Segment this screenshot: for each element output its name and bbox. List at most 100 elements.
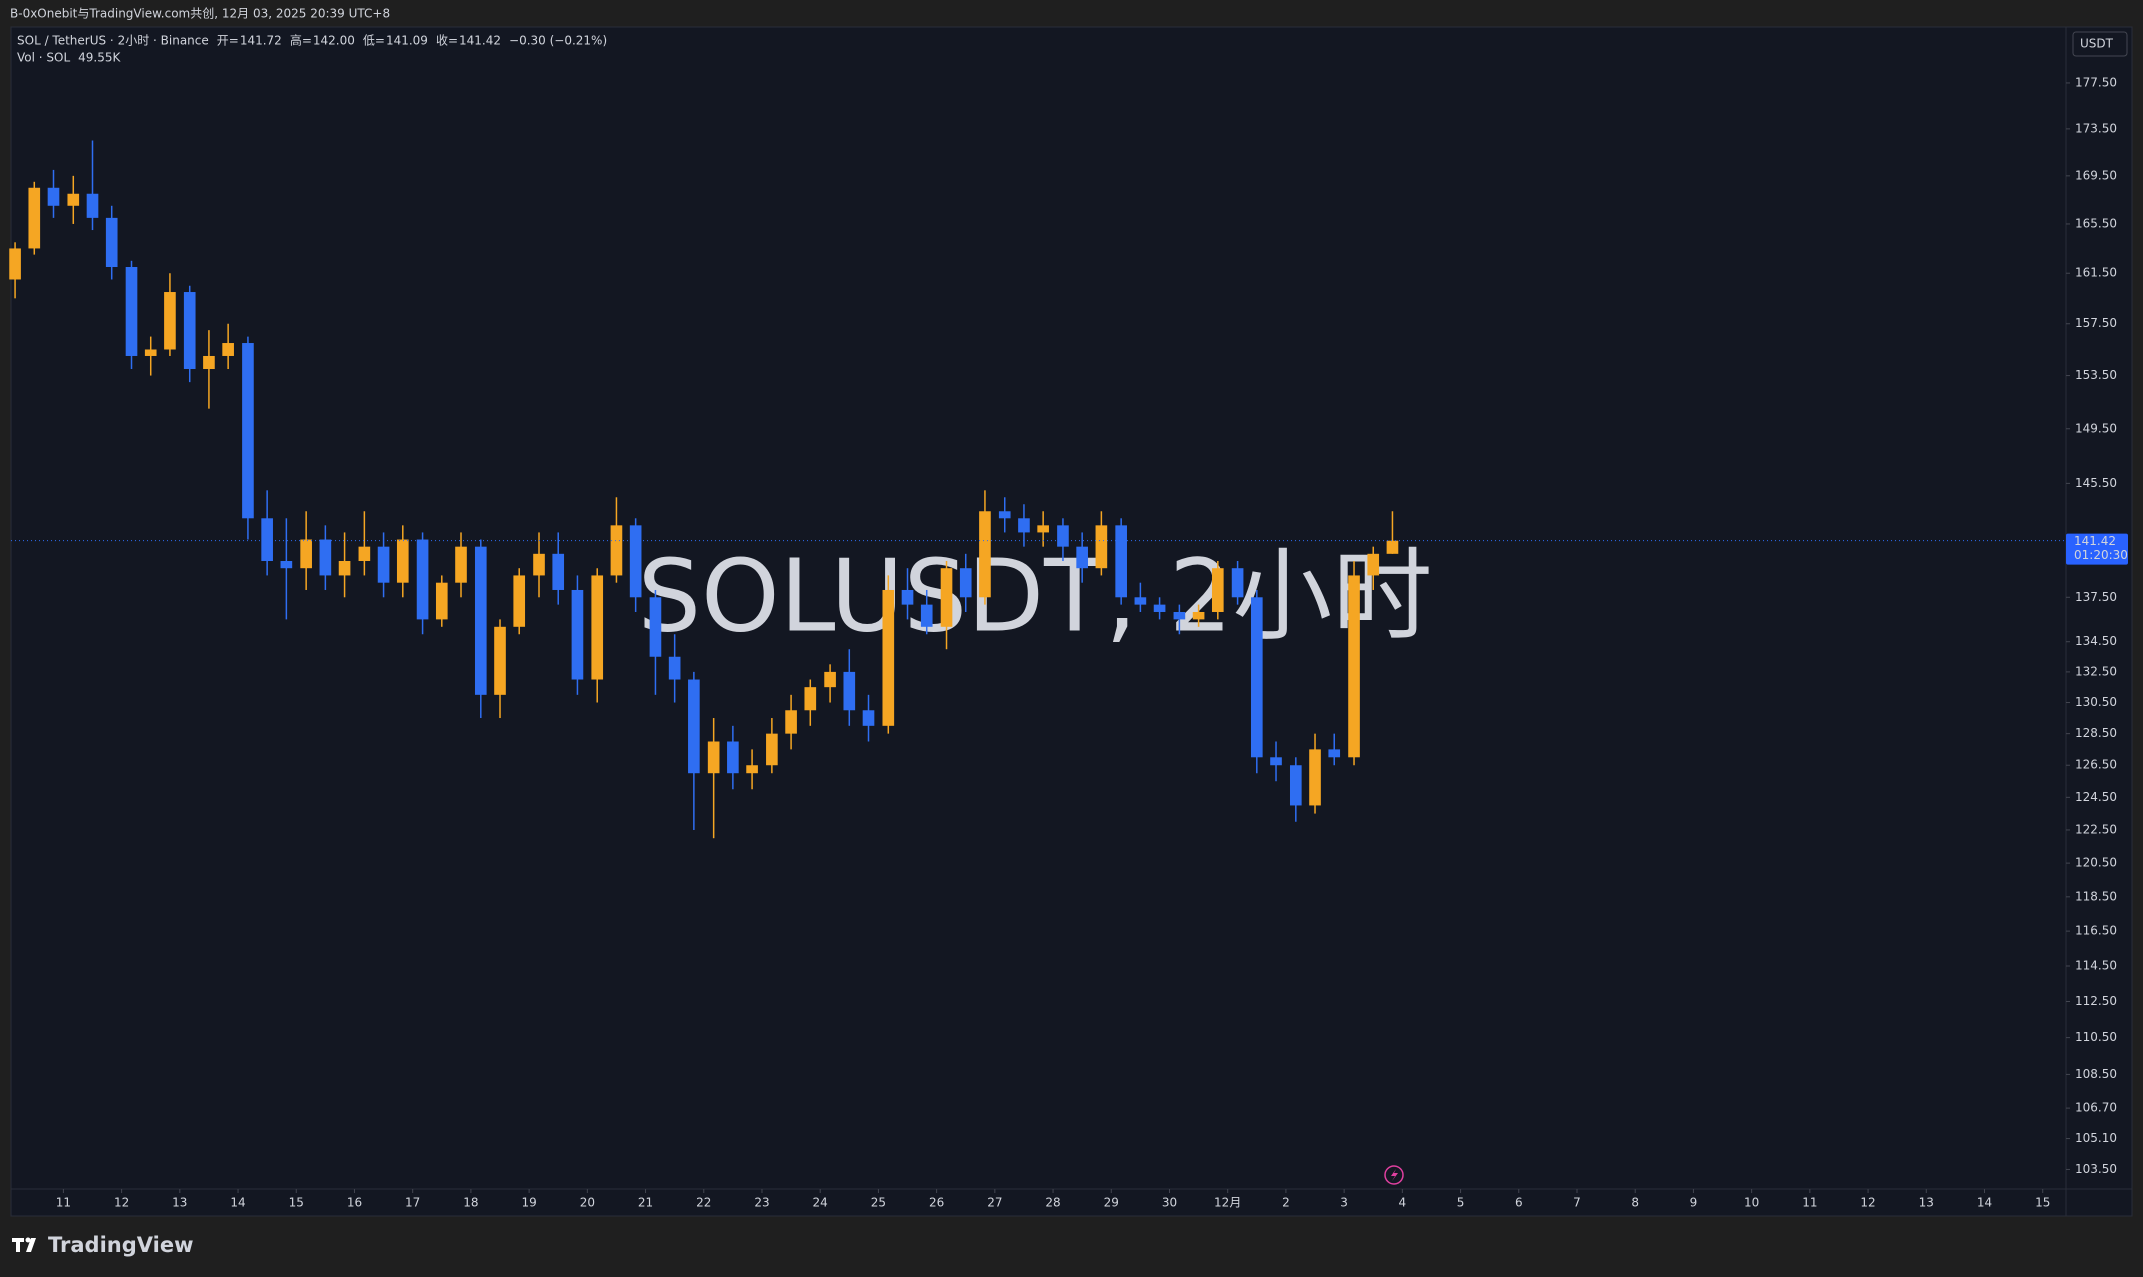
x-tick-label: 19: [521, 1196, 536, 1210]
candle-body: [416, 539, 429, 620]
candle-body: [300, 539, 312, 569]
legend-high: 142.00: [313, 34, 355, 48]
candle-body: [843, 671, 856, 711]
legend-symbol: SOL / TetherUS · 2小时 · Binance: [17, 34, 209, 48]
legend-volume-label: Vol · SOL: [17, 51, 70, 65]
header-text: B-0xOnebit与TradingView.com共创, 12月 03, 20…: [10, 7, 390, 21]
y-tick-label: 118.50: [2075, 889, 2117, 903]
candle-body: [455, 546, 467, 583]
x-tick-label: 15: [2035, 1196, 2050, 1210]
x-tick-label: 7: [1573, 1196, 1581, 1210]
candle-body: [920, 604, 933, 627]
y-tick-label: 110.50: [2075, 1030, 2117, 1044]
last-price-box: [2066, 533, 2128, 565]
x-tick-label: 11: [1802, 1196, 1817, 1210]
y-tick-label: 145.50: [2075, 476, 2117, 490]
candle-body: [164, 292, 176, 350]
footer-logo[interactable]: [12, 1237, 36, 1253]
candle-body: [1192, 611, 1205, 620]
x-tick-label: 13: [172, 1196, 187, 1210]
candle-body: [785, 710, 797, 734]
x-tick-label: 24: [813, 1196, 828, 1210]
candle-body: [1309, 749, 1321, 806]
legend-open-label: 开=: [217, 34, 239, 48]
candle-body: [571, 589, 584, 680]
legend: SOL / TetherUS · 2小时 · Binance 开= 141.72 高=…: [17, 33, 607, 65]
footer-brand[interactable]: TradingView: [48, 1233, 193, 1257]
candle-body: [1173, 611, 1186, 620]
candle-body: [979, 511, 991, 598]
x-tick-label: 15: [289, 1196, 304, 1210]
y-tick-label: 105.10: [2075, 1131, 2117, 1145]
candle-body: [610, 525, 623, 576]
y-tick-label: 114.50: [2075, 958, 2117, 972]
candle-body: [86, 193, 99, 218]
legend-open: 141.72: [240, 34, 282, 48]
candle-body: [1076, 546, 1088, 569]
y-tick-label: 126.50: [2075, 758, 2117, 772]
x-tick-label: 14: [1977, 1196, 1992, 1210]
x-tick-label: 3: [1340, 1196, 1348, 1210]
y-tick-label: 120.50: [2075, 856, 2117, 870]
candle-body: [591, 575, 604, 680]
candle-body: [1231, 568, 1244, 598]
y-tick-label: 165.50: [2075, 216, 2117, 230]
candle-body: [1134, 597, 1147, 605]
candle-body: [1328, 749, 1341, 758]
candle-body: [125, 267, 138, 356]
x-tick-label: 20: [580, 1196, 595, 1210]
candle-body: [261, 518, 273, 561]
candle-body: [67, 193, 80, 206]
candle-body: [494, 626, 506, 695]
y-tick-label: 124.50: [2075, 790, 2117, 804]
candle-body: [319, 539, 332, 576]
candle-body: [280, 560, 293, 569]
lightning-icon[interactable]: [1384, 1165, 1404, 1185]
candle-body: [552, 553, 565, 590]
last-price-label: 141.42: [2074, 534, 2116, 548]
legend-high-label: 高=: [290, 33, 312, 48]
candle-body: [940, 568, 953, 627]
candle-body: [1115, 525, 1127, 598]
candle-body: [1057, 525, 1069, 547]
currency-label[interactable]: USDT: [2080, 37, 2114, 51]
x-tick-label: 25: [871, 1196, 886, 1210]
top-bar: [0, 0, 2143, 27]
legend-change: −0.30 (−0.21%): [509, 34, 607, 48]
candle-body: [1289, 765, 1302, 806]
y-tick-label: 137.50: [2075, 590, 2117, 604]
candle-body: [688, 679, 700, 774]
x-tick-label: 9: [1690, 1196, 1698, 1210]
x-tick-label: 29: [1104, 1196, 1119, 1210]
y-tick-label: 169.50: [2075, 168, 2117, 182]
currency-button[interactable]: [2072, 31, 2128, 57]
candle-body: [1250, 597, 1263, 758]
x-tick-label: 16: [347, 1196, 362, 1210]
chart-panel: [10, 26, 2133, 1217]
candle-body: [1018, 518, 1030, 533]
candle-body: [105, 217, 118, 268]
y-tick-label: 103.50: [2075, 1162, 2117, 1176]
candle-body: [649, 597, 662, 657]
candle-body: [1367, 553, 1380, 576]
candle-body: [435, 582, 448, 620]
y-tick-label: 153.50: [2075, 368, 2117, 382]
y-tick-label: 134.50: [2075, 634, 2117, 648]
candle-body: [377, 546, 390, 583]
x-tick-label: 2: [1282, 1196, 1290, 1210]
y-tick-label: 157.50: [2075, 316, 2117, 330]
candle-body: [1348, 575, 1360, 758]
legend-low-label: 低=: [363, 34, 385, 48]
x-tick-label: 21: [638, 1196, 653, 1210]
legend-volume: 49.55K: [78, 51, 121, 65]
x-tick-label: 14: [230, 1196, 245, 1210]
x-tick-label: 23: [754, 1196, 769, 1210]
candle-body: [1153, 604, 1166, 612]
y-tick-label: 161.50: [2075, 266, 2117, 280]
candle-body: [9, 248, 21, 280]
x-tick-label: 11: [56, 1196, 71, 1210]
x-tick-label: 12月: [1214, 1196, 1241, 1210]
y-tick-label: 128.50: [2075, 726, 2117, 740]
